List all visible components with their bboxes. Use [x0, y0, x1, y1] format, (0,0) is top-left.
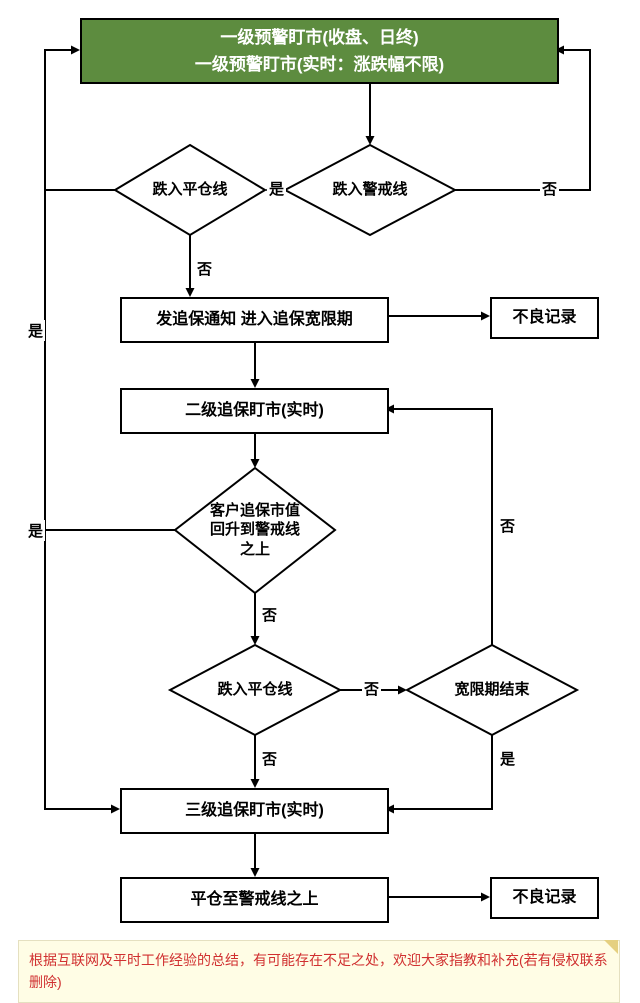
level2-node: 二级追保盯市(实时): [120, 388, 389, 434]
header-node: 一级预警盯市(收盘、日终) 一级预警盯市(实时：涨跌幅不限): [80, 18, 559, 84]
close-out-node: 平仓至警戒线之上: [120, 877, 389, 923]
label-alert-no: 否: [540, 178, 559, 199]
label-alert-yes: 是: [267, 178, 286, 199]
label-grace-no: 否: [498, 515, 517, 536]
footer-note: 根据互联网及平时工作经验的总结，有可能存在不足之处，欢迎大家指教和补充(若有侵权…: [18, 940, 620, 1003]
flowchart-canvas: 一级预警盯市(收盘、日终) 一级预警盯市(实时：涨跌幅不限) 跌入警戒线 跌入平…: [0, 0, 640, 997]
level3-node: 三级追保盯市(实时): [120, 788, 389, 834]
label-close2-no-right: 否: [362, 678, 381, 699]
label-grace-yes: 是: [498, 748, 517, 769]
footer-fold-icon: [604, 940, 618, 954]
flowchart-lines: [0, 0, 640, 997]
label-close1-no: 否: [195, 258, 214, 279]
header-line2: 一级预警盯市(实时：涨跌幅不限): [82, 51, 557, 78]
label-rebound-no: 否: [260, 604, 279, 625]
bad-record-1: 不良记录: [490, 297, 599, 339]
label-close2-no-down: 否: [260, 748, 279, 769]
bad-record-2: 不良记录: [490, 877, 599, 919]
label-rebound-yes-left: 是: [26, 520, 45, 541]
header-line1: 一级预警盯市(收盘、日终): [82, 24, 557, 51]
label-close1-yes-left: 是: [26, 320, 45, 341]
notice-node: 发追保通知 进入追保宽限期: [120, 297, 389, 343]
